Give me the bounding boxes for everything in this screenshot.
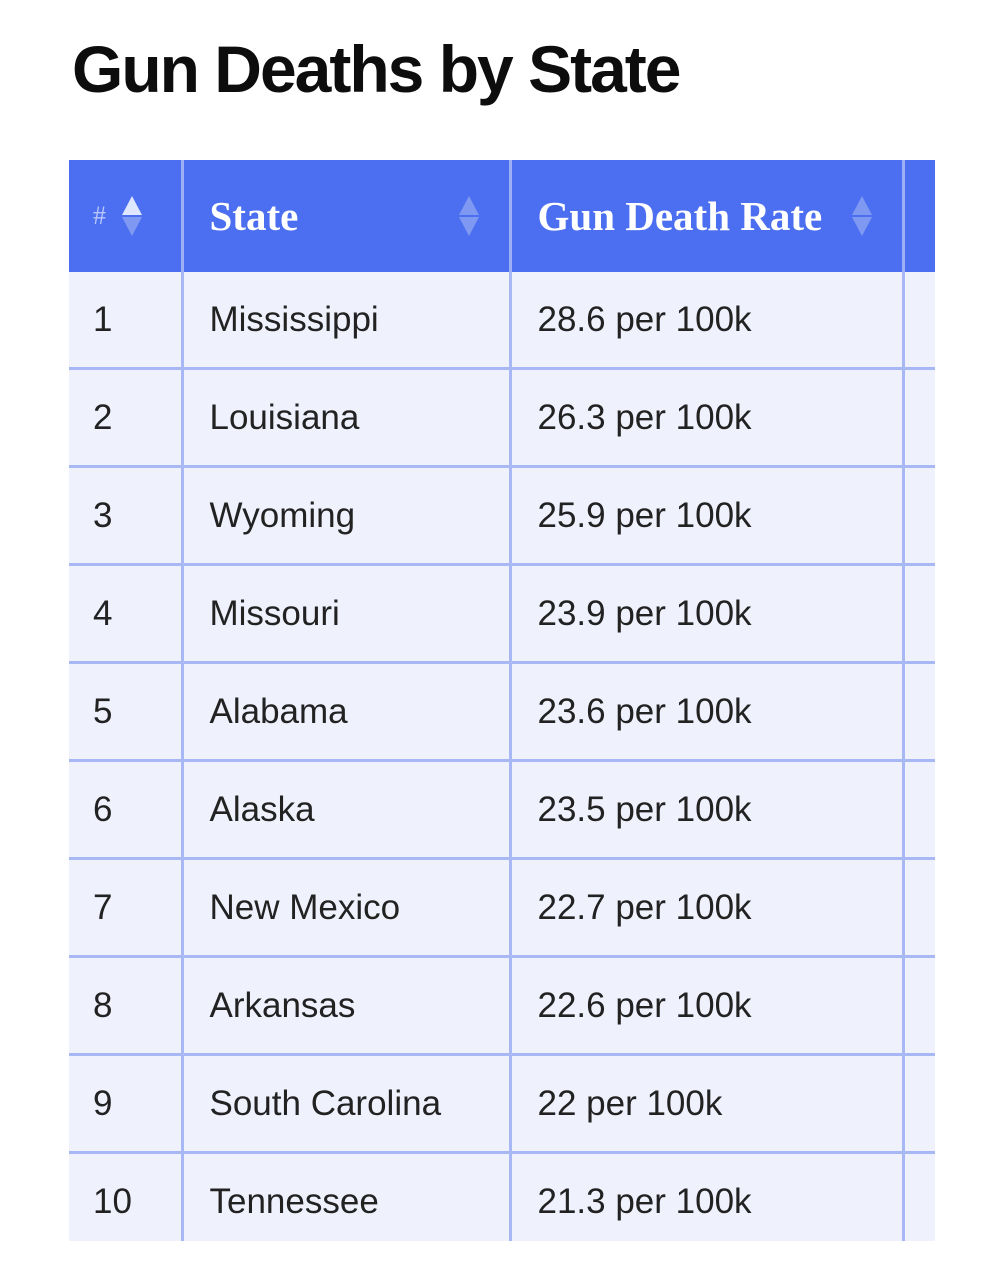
- page-title: Gun Deaths by State: [72, 32, 681, 106]
- truncated-cell: [903, 1054, 935, 1154]
- gun-death-rate-cell: 23.5 per 100k: [510, 760, 905, 860]
- table-row[interactable]: 1 Mississippi 28.6 per 100k: [69, 272, 935, 370]
- gun-death-rate-cell: 22.7 per 100k: [510, 858, 905, 958]
- table-row[interactable]: 3 Wyoming 25.9 per 100k: [69, 466, 935, 566]
- truncated-cell: [903, 956, 935, 1056]
- table-row[interactable]: 10 Tennessee 21.3 per 100k: [69, 1152, 935, 1241]
- state-cell: Alaska: [182, 760, 512, 860]
- truncated-cell: [903, 368, 935, 468]
- table-header-row: # State Gun Death Rate: [69, 160, 935, 272]
- state-cell: Tennessee: [182, 1152, 512, 1241]
- truncated-cell: [903, 662, 935, 762]
- table-row[interactable]: 2 Louisiana 26.3 per 100k: [69, 368, 935, 468]
- gun-death-rate-cell: 23.6 per 100k: [510, 662, 905, 762]
- column-header-truncated[interactable]: [903, 160, 935, 272]
- rank-cell: 7: [69, 858, 184, 958]
- gun-death-rate-cell: 26.3 per 100k: [510, 368, 905, 468]
- table-row[interactable]: 6 Alaska 23.5 per 100k: [69, 760, 935, 860]
- truncated-cell: [903, 466, 935, 566]
- table-row[interactable]: 5 Alabama 23.6 per 100k: [69, 662, 935, 762]
- state-cell: South Carolina: [182, 1054, 512, 1154]
- rank-cell: 1: [69, 272, 184, 370]
- state-cell: Wyoming: [182, 466, 512, 566]
- gun-death-rate-cell: 23.9 per 100k: [510, 564, 905, 664]
- truncated-cell: [903, 858, 935, 958]
- truncated-cell: [903, 272, 935, 370]
- table-scroll-container[interactable]: # State Gun Death Rate: [69, 160, 935, 1241]
- gun-deaths-table: # State Gun Death Rate: [69, 160, 935, 1241]
- rank-cell: 8: [69, 956, 184, 1056]
- truncated-cell: [903, 564, 935, 664]
- column-header-gun-death-rate[interactable]: Gun Death Rate: [510, 160, 905, 272]
- column-header-state[interactable]: State: [182, 160, 512, 272]
- table-row[interactable]: 8 Arkansas 22.6 per 100k: [69, 956, 935, 1056]
- gun-death-rate-cell: 28.6 per 100k: [510, 272, 905, 370]
- rank-cell: 4: [69, 564, 184, 664]
- state-cell: Mississippi: [182, 272, 512, 370]
- sort-icon[interactable]: [851, 194, 873, 238]
- column-header-rank-label: #: [93, 201, 106, 230]
- gun-death-rate-cell: 22 per 100k: [510, 1054, 905, 1154]
- rank-cell: 5: [69, 662, 184, 762]
- sort-ascending-icon[interactable]: [121, 194, 143, 238]
- state-cell: Louisiana: [182, 368, 512, 468]
- table-row[interactable]: 7 New Mexico 22.7 per 100k: [69, 858, 935, 958]
- state-cell: Missouri: [182, 564, 512, 664]
- sort-icon[interactable]: [458, 194, 480, 238]
- column-header-state-label: State: [209, 193, 299, 239]
- state-cell: New Mexico: [182, 858, 512, 958]
- rank-cell: 3: [69, 466, 184, 566]
- rank-cell: 6: [69, 760, 184, 860]
- table-row[interactable]: 9 South Carolina 22 per 100k: [69, 1054, 935, 1154]
- gun-death-rate-cell: 21.3 per 100k: [510, 1152, 905, 1241]
- rank-cell: 9: [69, 1054, 184, 1154]
- rank-cell: 10: [69, 1152, 184, 1241]
- truncated-cell: [903, 760, 935, 860]
- truncated-cell: [903, 1152, 935, 1241]
- gun-death-rate-cell: 22.6 per 100k: [510, 956, 905, 1056]
- gun-death-rate-cell: 25.9 per 100k: [510, 466, 905, 566]
- column-header-rate-label: Gun Death Rate: [537, 193, 823, 239]
- rank-cell: 2: [69, 368, 184, 468]
- table-row[interactable]: 4 Missouri 23.9 per 100k: [69, 564, 935, 664]
- state-cell: Alabama: [182, 662, 512, 762]
- table-body: 1 Mississippi 28.6 per 100k 2 Louisiana 26.3 …: [69, 272, 935, 1241]
- column-header-rank[interactable]: #: [69, 160, 184, 272]
- state-cell: Arkansas: [182, 956, 512, 1056]
